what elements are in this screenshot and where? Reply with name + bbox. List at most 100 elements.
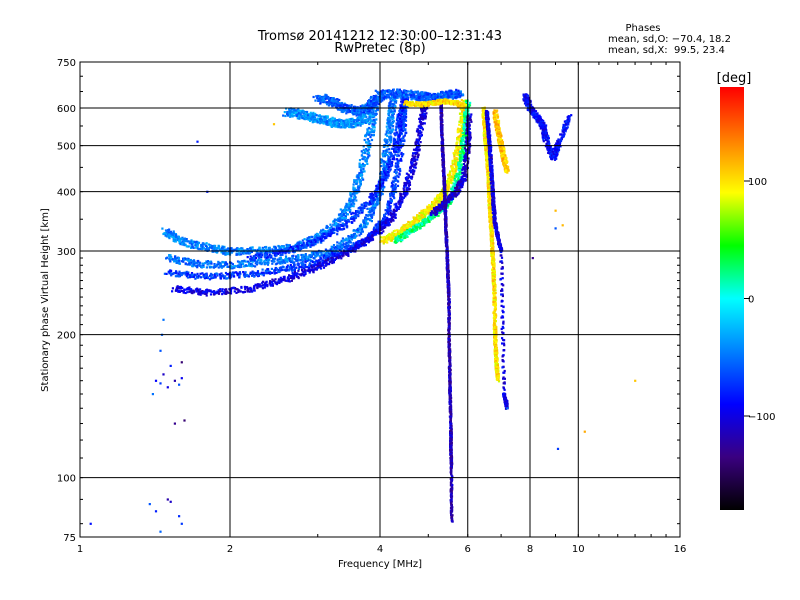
data-point [399,117,402,120]
data-point [327,257,330,261]
data-point [398,202,401,206]
data-point [388,118,391,121]
data-point [370,138,374,142]
data-point [410,159,413,162]
data-point [308,236,311,239]
data-point [340,243,344,247]
data-point [245,249,248,252]
data-point [392,234,395,237]
data-point [361,211,364,214]
data-point [342,239,345,243]
data-point [333,219,336,223]
data-point [265,248,268,251]
data-point [192,290,196,293]
data-point [344,219,347,222]
data-point [417,220,420,223]
data-point [194,244,197,247]
data-point [288,244,291,247]
data-point [373,120,376,123]
data-point [356,210,359,213]
data-point [386,148,389,151]
data-point [217,245,220,248]
data-point [370,116,373,119]
data-point [315,259,318,262]
data-point [449,173,452,176]
data-point [270,271,274,274]
data-point [282,260,285,264]
data-point [349,211,352,214]
data-point [399,200,402,203]
data-point [395,131,398,134]
data-point [439,195,442,198]
data-point [278,281,281,284]
data-point [314,254,317,257]
data-point [390,216,393,219]
data-point [297,246,300,249]
data-point [373,233,376,236]
data-point [377,225,380,228]
data-point [411,154,414,157]
data-point [390,164,393,167]
data-point [286,264,289,267]
data-point [389,168,392,171]
data-point [301,263,304,266]
data-point [394,153,397,156]
data-point [271,251,274,255]
data-point [266,251,269,254]
data-point [390,200,393,203]
data-point [188,245,191,248]
data-point [457,127,460,130]
data-point [423,122,426,125]
data-point [384,175,387,178]
data-point [415,162,418,165]
data-point [438,198,441,201]
data-point [342,208,345,211]
data-point [384,149,387,152]
data-point [173,259,176,263]
data-point [425,208,428,211]
data-point [396,184,400,187]
data-point [265,253,268,256]
data-point [259,272,262,275]
data-point [359,209,362,212]
data-point [236,288,239,291]
data-point [370,206,373,209]
data-point [341,237,344,240]
data-point [281,268,284,272]
data-point [250,271,253,274]
data-point [405,106,408,109]
data-point [352,196,356,199]
data-point [399,142,402,145]
data-point [363,238,366,241]
data-point [382,239,386,242]
data-point [419,222,422,225]
data-point [216,247,220,250]
data-point [182,240,185,243]
data-point [419,116,422,119]
data-point [222,248,225,251]
data-point [191,275,194,278]
data-point [386,170,389,173]
data-point [392,117,395,120]
data-point [256,270,260,273]
data-point [171,258,174,261]
data-point [402,136,405,139]
data-point [396,163,399,167]
data-point [359,183,362,186]
data-point [394,183,397,186]
data-point [364,151,367,155]
data-point [400,121,403,124]
data-point [165,257,168,260]
data-point [286,260,289,263]
data-point [345,241,348,244]
data-point [383,213,386,216]
data-point [358,212,361,215]
data-point [203,243,206,246]
data-point [223,261,226,264]
data-point [337,257,340,260]
data-point [358,210,361,213]
data-point [172,239,175,242]
data-point [267,255,270,258]
data-point [277,280,280,283]
data-point [451,169,454,172]
